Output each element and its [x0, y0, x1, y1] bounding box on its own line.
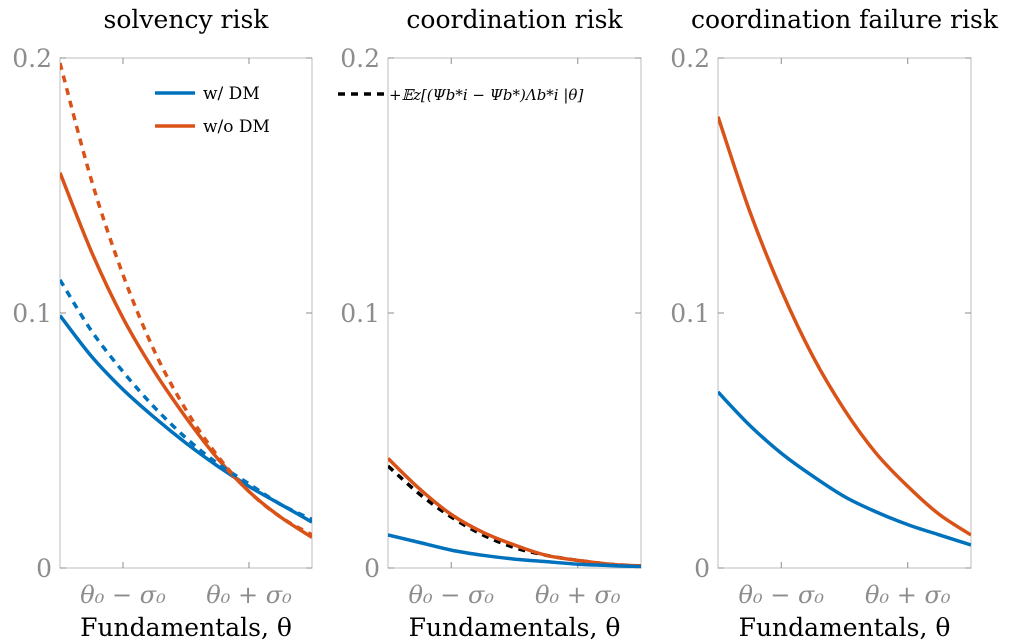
y-tick-label: 0	[694, 554, 710, 583]
series-line-dashed-4	[60, 62, 312, 537]
y-tick-label: 0.2	[12, 44, 52, 73]
plot-frame	[387, 57, 642, 569]
x-axis-label: Fundamentals, θ	[409, 613, 621, 642]
chart-panel-1: solvency risk 0 0.1 0.2 θ₀ − σ₀ θ₀ + σ₀ Fundam…	[12, 5, 313, 642]
y-tick-label: 0.1	[670, 299, 710, 328]
y-tick-label: 0.1	[12, 299, 52, 328]
y-tick-label: 0.1	[340, 299, 380, 328]
plot-frame	[717, 57, 972, 569]
x-tick-label: θ₀ − σ₀	[739, 581, 825, 609]
legend-label: +𝔼z[(Ψb*i − Ψb*)Λb*i |θ]	[389, 86, 583, 104]
y-tick-label: 0	[36, 554, 52, 583]
panel-title: coordination risk	[406, 5, 623, 34]
chart-panel-2: coordination risk 0 0.1 0.2 θ₀ − σ₀ θ₀ + σ₀ Fu…	[338, 5, 642, 642]
series-line-solid-1	[718, 116, 971, 537]
y-tick-label: 0.2	[340, 44, 380, 73]
y-tick-label: 0	[364, 554, 380, 583]
x-tick-label: θ₀ − σ₀	[409, 581, 495, 609]
series-line-solid-2	[388, 457, 641, 568]
series-line-solid-2	[60, 172, 312, 539]
legend: +𝔼z[(Ψb*i − Ψb*)Λb*i |θ]	[338, 86, 583, 104]
x-tick-label: θ₀ + σ₀	[206, 581, 292, 609]
series-line-solid-1	[60, 314, 312, 524]
panel-title: coordination failure risk	[691, 5, 999, 34]
legend: w/ DM w/o DM	[155, 84, 270, 137]
x-tick-label: θ₀ − σ₀	[80, 581, 166, 609]
x-axis-label: Fundamentals, θ	[80, 613, 292, 642]
series-line-solid-3	[388, 533, 641, 568]
panel-title: solvency risk	[104, 5, 270, 34]
y-tick-label: 0.2	[670, 44, 710, 73]
legend-label: w/ DM	[203, 84, 260, 104]
x-axis-label: Fundamentals, θ	[739, 613, 951, 642]
series-line-dashed-3	[60, 278, 312, 522]
plot-frame	[59, 57, 313, 569]
x-tick-label: θ₀ + σ₀	[535, 581, 621, 609]
x-tick-label: θ₀ + σ₀	[865, 581, 951, 609]
series-line-dashed-1	[388, 464, 641, 568]
series-line-solid-2	[718, 390, 971, 547]
chart-panel-3: coordination failure risk 0 0.1 0.2 θ₀ − σ₀ θ…	[670, 5, 999, 642]
legend-label: w/o DM	[203, 117, 270, 137]
